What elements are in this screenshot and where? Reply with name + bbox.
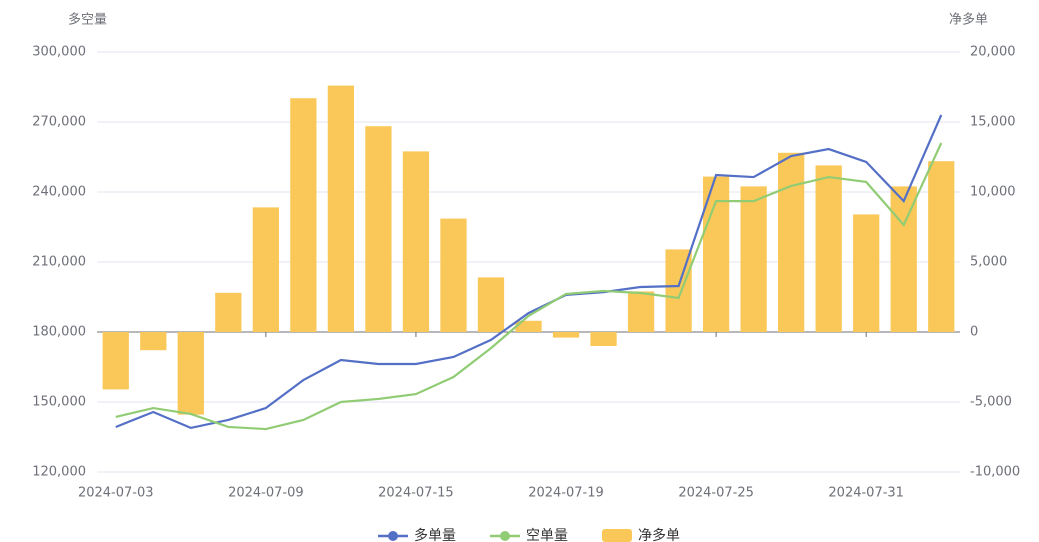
y-tick-label: 150,000: [32, 395, 86, 410]
y-tick-label: 210,000: [32, 255, 86, 270]
y-tick-label: 300,000: [32, 45, 86, 60]
x-tick-label: 2024-07-31: [828, 486, 904, 501]
bar: [290, 98, 317, 332]
bar: [402, 151, 430, 332]
bar: [515, 320, 542, 332]
legend-icon: [388, 531, 398, 541]
y2-tick-label: -5,000: [970, 395, 1012, 410]
bar: [590, 332, 617, 346]
bar: [215, 292, 242, 332]
bar: [740, 186, 767, 332]
bar: [140, 332, 167, 351]
line: [115, 142, 943, 431]
bar: [890, 186, 917, 332]
bar: [853, 214, 880, 332]
y2-tick-label: -10,000: [970, 465, 1020, 480]
legend-label: 多单量: [414, 527, 456, 542]
y2-tick-label: 20,000: [970, 45, 1016, 60]
bar: [365, 126, 392, 332]
legend-label: 空单量: [526, 528, 568, 542]
bar: [102, 332, 129, 390]
bar: [177, 332, 204, 415]
x-tick-label: 2024-07-15: [378, 486, 454, 501]
bar: [477, 277, 505, 332]
x-tick-label: 2024-07-09: [228, 486, 304, 501]
bar: [815, 165, 842, 332]
x-tick-label: 2024-07-25: [678, 486, 754, 501]
bar: [928, 161, 955, 332]
line: [115, 114, 943, 430]
bar: [552, 332, 580, 338]
bar: [252, 207, 279, 332]
y2-tick-label: 15,000: [970, 115, 1016, 130]
y2-tick-label: 10,000: [970, 185, 1016, 200]
legend-icon: [602, 529, 632, 542]
y-tick-label: 270,000: [32, 115, 86, 130]
y2-tick-label: 0: [970, 325, 978, 340]
y-axis-title: 多空量: [68, 12, 107, 28]
legend-label: 净多单: [638, 527, 680, 542]
bar: [778, 152, 805, 332]
bar: [327, 85, 355, 332]
bar: [627, 291, 655, 332]
y2-tick-label: 5,000: [970, 255, 1007, 270]
bar: [440, 218, 467, 332]
y2-axis-title: 净多单: [949, 12, 988, 28]
y-tick-label: 120,000: [32, 465, 86, 480]
y-tick-label: 240,000: [32, 185, 86, 200]
y-tick-label: 180,000: [32, 325, 86, 340]
x-tick-label: 2024-07-19: [528, 486, 604, 501]
legend-icon: [500, 531, 510, 541]
x-tick-label: 2024-07-03: [78, 486, 154, 501]
